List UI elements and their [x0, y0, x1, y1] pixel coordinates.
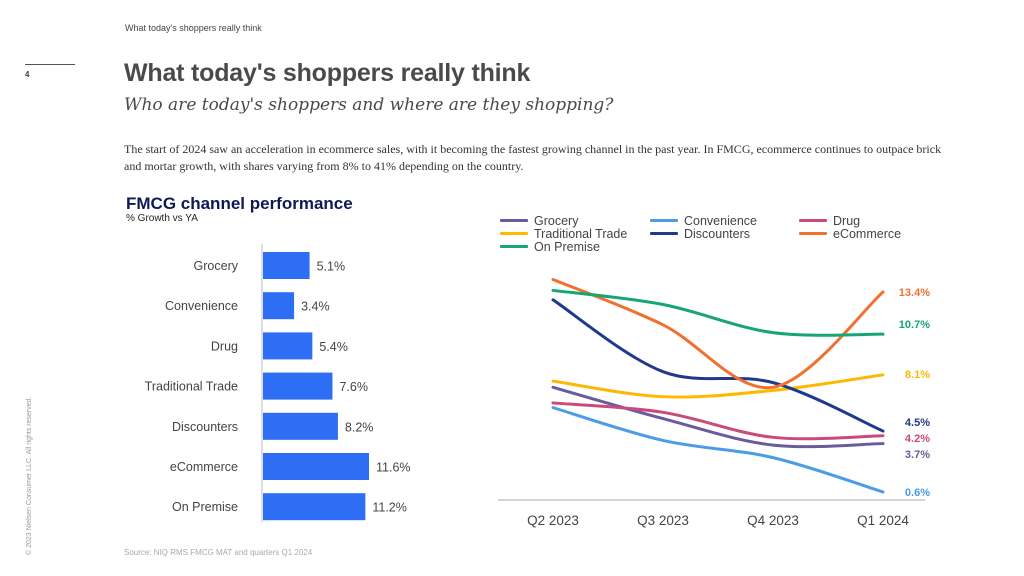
bar-category-label: Discounters	[172, 420, 238, 434]
page-title: What today's shoppers really think	[124, 59, 531, 87]
legend-swatch	[650, 219, 678, 222]
header-kicker: What today's shoppers really think	[125, 23, 262, 33]
legend-swatch	[650, 232, 678, 235]
bar	[263, 412, 338, 440]
bar	[263, 252, 310, 279]
source-note: Source: NIQ RMS FMCG MAT and quarters Q1…	[124, 548, 313, 557]
legend-label: Discounters	[684, 226, 750, 241]
bar-value-label: 11.6%	[376, 461, 411, 475]
legend-label: Traditional Trade	[534, 226, 628, 241]
x-tick-label: Q2 2023	[527, 513, 579, 528]
chart-title: FMCG channel performance	[126, 194, 353, 213]
legend-swatch	[799, 219, 827, 222]
legend-item: Drug	[799, 213, 861, 228]
line-series-ecommerce	[551, 278, 885, 390]
line-series-discounters	[551, 298, 885, 433]
legend-item: Convenience	[650, 213, 757, 228]
legend-label: Drug	[833, 213, 861, 228]
legend-label: Convenience	[684, 213, 757, 228]
chart-subtitle: % Growth vs YA	[126, 213, 198, 224]
bar-category-label: Traditional Trade	[145, 380, 238, 394]
bar-value-label: 7.6%	[339, 380, 368, 394]
bar	[263, 372, 333, 400]
bar-category-label: eCommerce	[170, 460, 238, 474]
line-end-label: 10.7%	[899, 319, 930, 331]
body-paragraph: The start of 2024 saw an acceleration in…	[124, 142, 942, 173]
bar	[263, 453, 369, 480]
page-number: 4	[25, 70, 30, 79]
line-series-grocery	[551, 385, 885, 449]
bar	[263, 292, 295, 320]
line-end-label: 4.2%	[905, 433, 930, 445]
legend-item: eCommerce	[799, 226, 902, 241]
bar-category-label: On Premise	[172, 500, 238, 514]
line-series-traditional-trade	[551, 373, 885, 399]
legend-swatch	[500, 232, 528, 235]
bar-value-label: 3.4%	[301, 300, 330, 314]
x-tick-label: Q4 2023	[747, 513, 799, 528]
line-series-on-premise	[551, 288, 885, 337]
legend-swatch	[500, 219, 528, 222]
bar-value-label: 8.2%	[345, 420, 374, 434]
legend-item: Traditional Trade	[500, 226, 628, 241]
legend-label: eCommerce	[833, 226, 902, 241]
bar-value-label: 5.1%	[317, 260, 346, 274]
line-end-label: 4.5%	[905, 417, 930, 429]
line-end-label: 8.1%	[905, 369, 930, 381]
bar	[263, 493, 366, 521]
x-tick-label: Q1 2024	[857, 513, 909, 528]
line-end-label: 3.7%	[905, 449, 930, 461]
bar-category-label: Convenience	[165, 299, 238, 313]
line-series-convenience	[551, 406, 885, 494]
bar	[263, 332, 313, 360]
bar-value-label: 5.4%	[319, 340, 348, 354]
x-tick-label: Q3 2023	[637, 513, 689, 528]
legend-swatch	[799, 232, 827, 235]
bar-value-label: 11.2%	[372, 501, 407, 515]
copyright-notice: © 2023 Nielsen Consumer LLC. All rights …	[26, 396, 33, 555]
legend-label: Grocery	[534, 213, 579, 228]
page-subtitle: Who are today's shoppers and where are t…	[124, 95, 614, 115]
line-end-label: 0.6%	[905, 487, 930, 499]
page-number-rule	[25, 64, 75, 65]
legend-item: Discounters	[650, 226, 750, 241]
bar-category-label: Drug	[211, 339, 238, 353]
line-series-drug	[551, 401, 885, 441]
bar-category-label: Grocery	[194, 259, 239, 273]
legend-item: On Premise	[500, 239, 600, 254]
legend-item: Grocery	[500, 213, 579, 228]
line-end-label: 13.4%	[899, 287, 930, 299]
legend-label: On Premise	[534, 239, 600, 254]
legend-swatch	[500, 245, 528, 248]
